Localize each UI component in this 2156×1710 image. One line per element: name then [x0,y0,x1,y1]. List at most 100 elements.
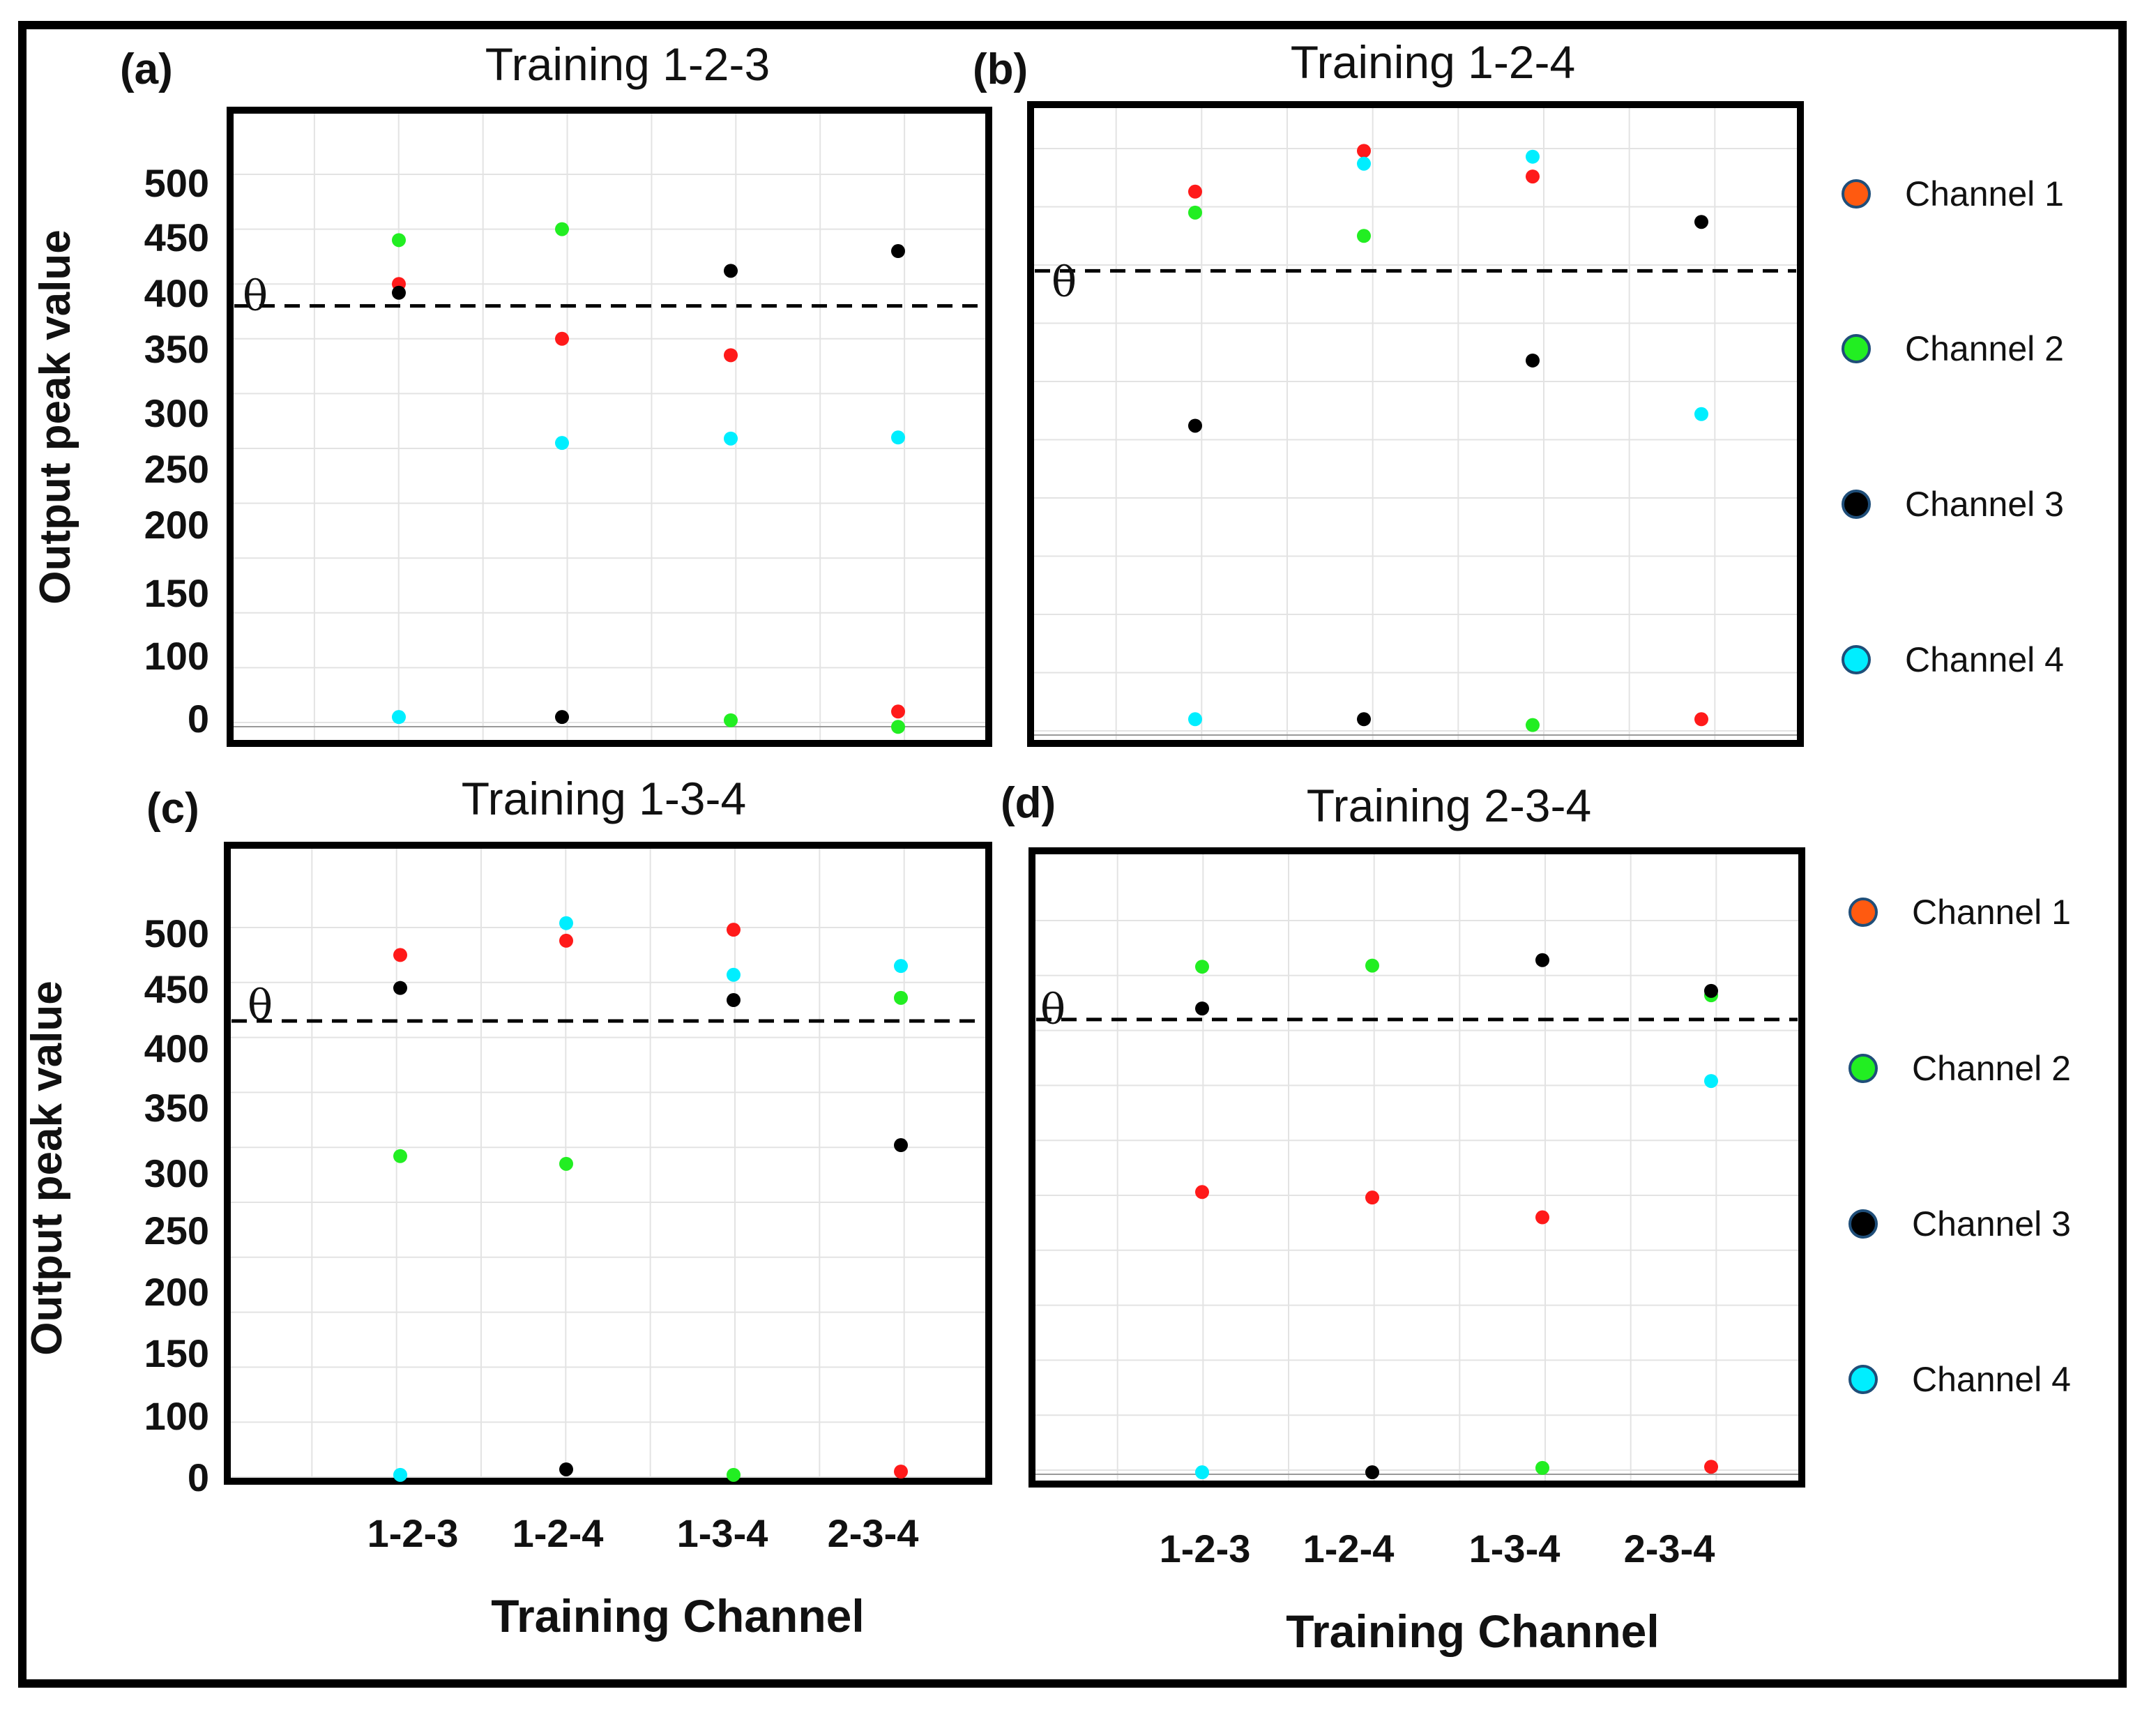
x-tick-label: 1-3-4 [1469,1527,1561,1571]
point-channel-1 [1704,1460,1718,1474]
panels: θ Training 1-2-3 (a) 500 450 400 350 300 250 200 1… [120,36,1805,1571]
x-tick-label: 2-3-4 [828,1511,919,1555]
point-channel-1 [1188,184,1202,199]
point-channel-1 [555,331,569,346]
x-tick-label: 1-2-3 [1160,1527,1251,1571]
point-channel-4 [392,710,406,725]
point-channel-3 [727,993,741,1008]
y-tick-label: 100 [144,634,209,678]
threshold-symbol: θ [1040,985,1065,1034]
legend-bottom: Channel 1 Channel 2 Channel 3 Channel 4 [1848,893,2071,1399]
point-channel-2 [1526,718,1540,732]
x-axis-label-left: Training Channel [491,1590,864,1642]
point-channel-4 [1188,712,1202,727]
y-tick-label: 250 [144,1209,209,1253]
legend-marker [1848,1209,1878,1239]
point-channel-2 [1188,205,1202,220]
point-channel-2 [1365,958,1379,973]
point-channel-4 [891,430,905,445]
y-tick-label: 350 [144,327,209,371]
point-channel-1 [393,948,407,962]
point-channel-2 [393,1149,407,1163]
legend-marker [1842,645,1871,674]
y-tick-label: 450 [144,215,209,259]
point-channel-4 [894,959,908,974]
legend-label: Channel 1 [1912,893,2071,932]
panel-letter: (a) [120,45,173,93]
legend-marker [1848,898,1878,927]
point-channel-4 [727,967,741,982]
legend-marker [1842,334,1871,363]
legend-top: Channel 1 Channel 2 Channel 3 Channel 4 [1842,174,2064,679]
y-tick-label: 300 [144,391,209,435]
legend-marker [1848,1054,1878,1083]
legend-label: Channel 1 [1905,174,2064,213]
x-axis-label-right: Training Channel [1286,1605,1659,1657]
point-channel-4 [1694,407,1708,421]
panel-title: Training 1-2-4 [1291,36,1575,88]
point-channel-4 [724,431,738,446]
legend-marker [1842,490,1871,519]
point-channel-3 [894,1138,908,1153]
point-channel-3 [559,1462,573,1476]
y-tick-label: 250 [144,447,209,491]
point-channel-3 [1704,983,1718,998]
legend-label: Channel 4 [1912,1360,2071,1399]
point-channel-4 [559,916,573,930]
legend-label: Channel 4 [1905,640,2064,679]
y-tick-label: 500 [144,911,209,955]
point-channel-1 [727,923,741,937]
point-channel-1 [1694,712,1708,727]
point-channel-3 [1357,712,1371,727]
legend-label: Channel 2 [1912,1049,2071,1088]
threshold-symbol: θ [1052,258,1077,307]
point-channel-3 [1694,215,1708,229]
point-channel-3 [1365,1465,1379,1480]
point-channel-1 [891,704,905,719]
point-channel-1 [1365,1190,1379,1205]
plot-frame [224,842,992,1485]
y-axis-label-bottom: Output peak value [23,981,71,1355]
point-channel-3 [724,264,738,278]
point-channel-1 [894,1465,908,1479]
point-channel-4 [1357,156,1371,171]
point-channel-2 [1195,960,1209,974]
outer-frame [18,21,2127,1688]
y-tick-label: 200 [144,503,209,547]
point-channel-2 [891,720,905,734]
y-tick-label: 500 [144,161,209,205]
point-channel-1 [1357,144,1371,158]
legend-label: Channel 3 [1912,1204,2071,1243]
legend-label: Channel 3 [1905,485,2064,524]
point-channel-3 [1535,953,1549,967]
point-channel-2 [727,1467,741,1482]
y-tick-label: 100 [144,1394,209,1438]
point-channel-3 [393,981,407,995]
point-channel-1 [724,348,738,363]
panel-title: Training 1-2-3 [485,38,770,90]
panel-d: θ Training 2-3-4 (d) 1-2-3 1-2-4 1-3-4 2-3-4 [1001,779,1805,1571]
panel-letter: (c) [146,785,199,833]
point-channel-3 [1526,353,1540,368]
point-channel-2 [1535,1460,1549,1475]
plot-frame [1028,847,1805,1488]
point-channel-4 [1704,1074,1718,1089]
x-tick-label: 2-3-4 [1624,1527,1715,1571]
x-tick-label: 1-2-4 [1303,1527,1395,1571]
y-tick-label: 400 [144,271,209,315]
point-channel-4 [1195,1465,1209,1480]
point-channel-4 [393,1467,407,1482]
y-tick-label: 400 [144,1027,209,1070]
plot-frame [1027,101,1804,747]
x-tick-label: 1-2-3 [367,1511,459,1555]
panel-title: Training 1-3-4 [462,773,746,824]
threshold-symbol: θ [243,272,268,321]
panel-letter: (d) [1001,779,1056,827]
point-channel-1 [1535,1210,1549,1225]
point-channel-4 [555,436,569,451]
x-tick-label: 1-3-4 [677,1511,768,1555]
point-channel-2 [894,990,908,1005]
y-tick-label: 200 [144,1270,209,1314]
